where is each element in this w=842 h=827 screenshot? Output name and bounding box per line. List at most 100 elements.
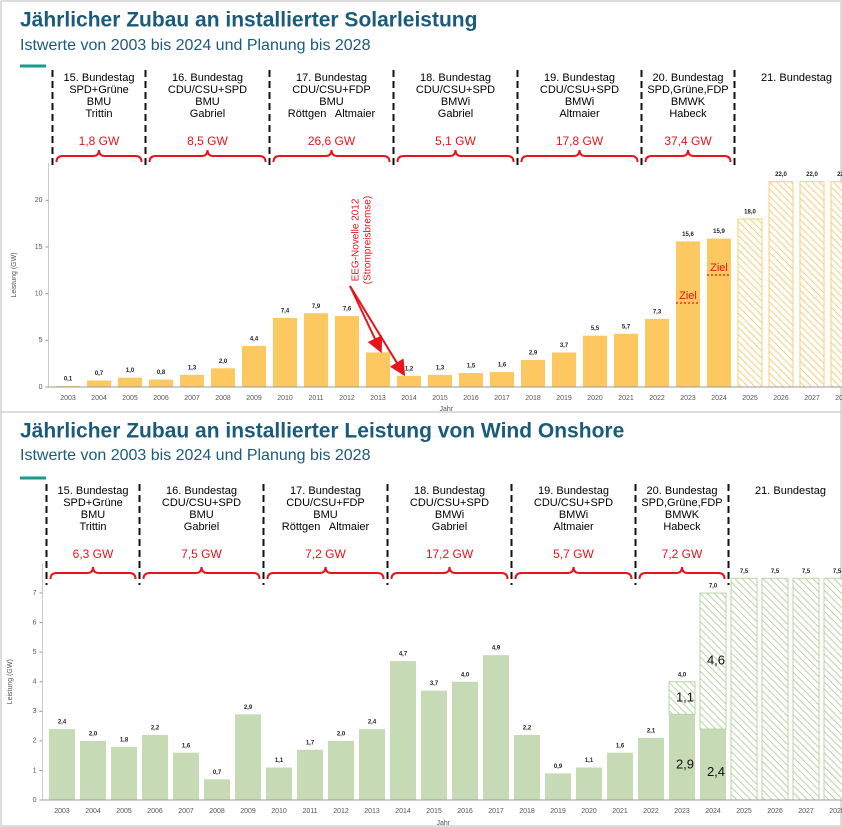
value-label: 7,9 [312, 304, 321, 310]
x-tick-label: 2022 [649, 395, 665, 402]
period-brace [142, 566, 261, 580]
period-label: BMWi [559, 509, 588, 521]
x-tick-label: 2017 [494, 395, 510, 402]
x-tick-label: 2021 [618, 395, 634, 402]
period-label: Gabriel [432, 521, 467, 533]
x-tick-label: 2007 [178, 808, 194, 815]
x-tick-label: 2012 [339, 395, 355, 402]
total-label: 2,9 [244, 705, 253, 711]
bar [490, 372, 514, 387]
bar [545, 773, 571, 800]
period-label: SPD+Grüne [63, 497, 123, 509]
x-tick-label: 2027 [804, 395, 820, 402]
y-tick-label: 5 [33, 649, 37, 656]
value-label: 5,7 [622, 324, 631, 330]
segment-label: 2,4 [707, 764, 725, 779]
period-label: Altmaier [559, 108, 600, 120]
x-tick-label: 2019 [556, 395, 572, 402]
bar [49, 729, 75, 800]
period-label: CDU/CSU+SPD [410, 497, 489, 509]
value-label: 18,0 [744, 210, 756, 216]
x-tick-label: 2009 [246, 395, 262, 402]
x-tick-label: 2027 [798, 808, 814, 815]
bar [614, 333, 638, 387]
target-label: Ziel [710, 262, 728, 274]
bar [707, 238, 731, 387]
y-tick-label: 0 [33, 797, 37, 804]
bar [823, 577, 842, 801]
bar [297, 749, 323, 800]
period-label: Gabriel [190, 108, 225, 120]
y-tick-label: 2 [33, 738, 37, 745]
period-label: 18. Bundestag [414, 485, 485, 497]
bar [737, 218, 763, 388]
value-label: 1,3 [436, 365, 445, 371]
x-tick-label: 2014 [401, 395, 417, 402]
bar [111, 746, 137, 800]
value-label: 5,5 [591, 326, 600, 332]
value-label: 22,0 [775, 172, 787, 178]
x-tick-label: 2006 [147, 808, 163, 815]
bar [266, 767, 292, 800]
total-label: 3,7 [430, 681, 439, 687]
period-label: CDU/CSU+SPD [168, 84, 247, 96]
bar [428, 374, 452, 387]
x-axis-label: Jahr [439, 406, 453, 413]
x-tick-label: 2025 [736, 808, 752, 815]
period-label: Röttgen Altmaier [288, 108, 376, 120]
bar [366, 352, 390, 387]
bar [118, 377, 142, 387]
total-label: 7,5 [771, 569, 780, 575]
period-brace [638, 566, 726, 580]
value-label: 0,7 [95, 371, 104, 377]
period-brace [55, 149, 143, 163]
value-label: 1,0 [126, 368, 135, 374]
total-label: 2,0 [89, 731, 98, 737]
x-tick-label: 2023 [680, 395, 696, 402]
total-label: 7,0 [709, 584, 718, 590]
bar [483, 655, 509, 800]
bar [359, 729, 385, 800]
x-tick-label: 2013 [370, 395, 386, 402]
bar [552, 352, 576, 387]
x-tick-label: 2017 [488, 808, 504, 815]
period-label: 17. Bundestag [290, 485, 361, 497]
chart-subtitle: Istwerte von 2003 bis 2024 und Planung b… [20, 37, 371, 54]
period-label: 16. Bundestag [166, 485, 237, 497]
bar [273, 317, 297, 387]
bar [607, 752, 633, 800]
period-label: Röttgen Altmaier [282, 521, 370, 533]
period-label: CDU/CSU+SPD [162, 497, 241, 509]
bar [583, 335, 607, 387]
target-label: Ziel [679, 290, 697, 302]
period-total: 5,1 GW [435, 134, 476, 148]
annotation: (Strompreisbremse) [363, 196, 374, 284]
total-label: 4,9 [492, 646, 501, 652]
value-label: 15,9 [713, 229, 725, 235]
bar [204, 779, 230, 800]
period-label: BMU [319, 96, 344, 108]
y-tick-label: 10 [35, 291, 43, 298]
period-brace [272, 149, 391, 163]
y-tick-label: 15 [35, 244, 43, 251]
bar [700, 729, 726, 800]
period-label: 15. Bundestag [58, 485, 129, 497]
x-tick-label: 2026 [773, 395, 789, 402]
period-brace [390, 566, 509, 580]
value-label: 2,0 [219, 359, 228, 365]
annotation-arrow [349, 285, 383, 354]
x-tick-label: 2025 [742, 395, 758, 402]
period-label: 19. Bundestag [544, 72, 615, 84]
x-tick-label: 2018 [519, 808, 535, 815]
y-tick-label: 7 [33, 590, 37, 597]
value-label: 0,8 [157, 370, 166, 376]
bar [87, 380, 111, 387]
period-label: Altmaier [553, 521, 594, 533]
y-tick-label: 3 [33, 708, 37, 715]
value-label: 1,3 [188, 365, 197, 371]
total-label: 1,1 [275, 758, 284, 764]
total-label: 4,0 [461, 672, 470, 678]
x-tick-label: 2012 [333, 808, 349, 815]
x-tick-label: 2005 [122, 395, 138, 402]
x-tick-label: 2026 [767, 808, 783, 815]
